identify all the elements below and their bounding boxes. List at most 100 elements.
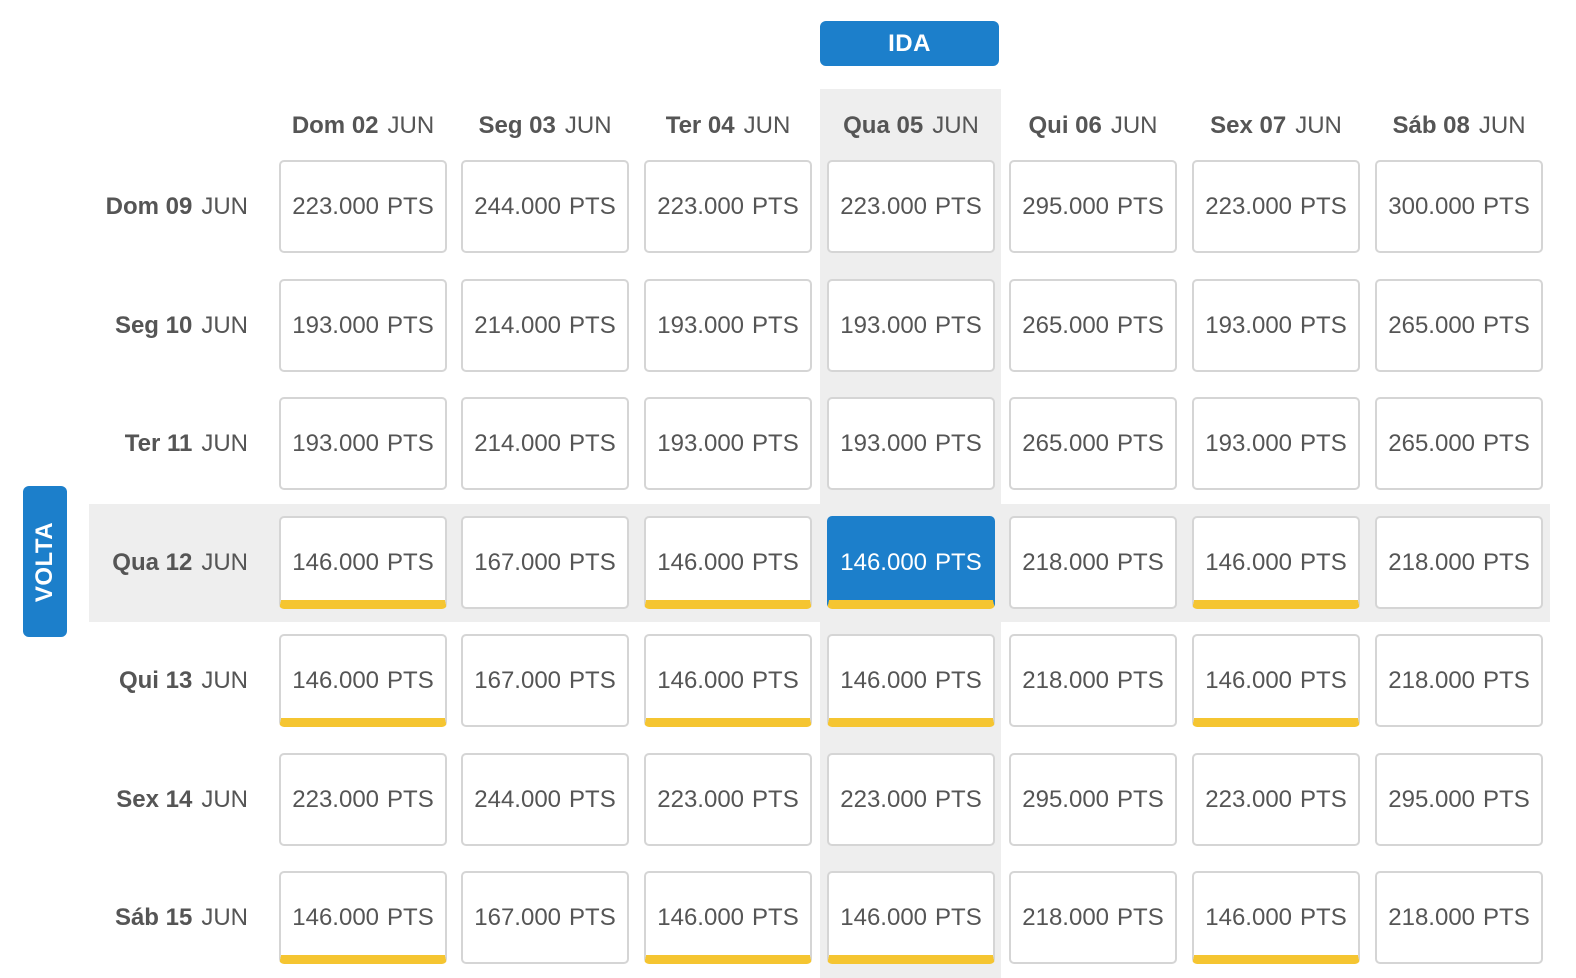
price-value: 146.000 [840, 903, 928, 931]
price-cell[interactable]: 214.000 PTS [461, 397, 629, 490]
price-unit: PTS [569, 548, 616, 576]
price-unit: PTS [752, 429, 799, 457]
price-cell[interactable]: 223.000 PTS [1192, 160, 1360, 253]
outbound-label: IDA [820, 21, 999, 66]
outbound-date-header: Ter 04 JUN [637, 112, 819, 144]
price-value: 223.000 [292, 785, 380, 813]
return-label-text: VOLTA [31, 521, 58, 602]
outbound-date-month: JUN [387, 112, 435, 139]
price-cell[interactable]: 167.000 PTS [461, 634, 629, 727]
price-value: 265.000 [1022, 429, 1110, 457]
price-unit: PTS [935, 903, 982, 931]
price-cell[interactable]: 193.000 PTS [644, 397, 812, 490]
price-cell[interactable]: 295.000 PTS [1009, 160, 1177, 253]
price-cell[interactable]: 218.000 PTS [1375, 871, 1543, 964]
price-unit: PTS [935, 192, 982, 220]
price-cell[interactable]: 244.000 PTS [461, 753, 629, 846]
outbound-date-month: JUN [743, 112, 791, 139]
price-value: 146.000 [1205, 903, 1293, 931]
price-cell[interactable]: 223.000 PTS [1192, 753, 1360, 846]
price-cell[interactable]: 218.000 PTS [1375, 516, 1543, 609]
price-cell[interactable]: 218.000 PTS [1009, 634, 1177, 727]
price-cell[interactable]: 146.000 PTS [1192, 634, 1360, 727]
price-value: 265.000 [1388, 429, 1476, 457]
price-unit: PTS [752, 903, 799, 931]
price-cell[interactable]: 218.000 PTS [1009, 871, 1177, 964]
price-unit: PTS [569, 666, 616, 694]
price-cell[interactable]: 193.000 PTS [279, 279, 447, 372]
price-cell[interactable]: 146.000 PTS [1192, 871, 1360, 964]
price-cell[interactable]: 223.000 PTS [644, 753, 812, 846]
price-cell[interactable]: 265.000 PTS [1009, 397, 1177, 490]
price-unit: PTS [1300, 666, 1347, 694]
price-value: 295.000 [1388, 785, 1476, 813]
price-value: 167.000 [474, 548, 562, 576]
price-cell[interactable]: 167.000 PTS [461, 871, 629, 964]
price-cell[interactable]: 146.000 PTS [644, 634, 812, 727]
price-cell[interactable]: 265.000 PTS [1375, 397, 1543, 490]
price-cell[interactable]: 193.000 PTS [1192, 397, 1360, 490]
outbound-date-day: Seg 03 [478, 112, 556, 139]
price-cell[interactable]: 218.000 PTS [1009, 516, 1177, 609]
price-cell[interactable]: 300.000 PTS [1375, 160, 1543, 253]
price-value: 265.000 [1022, 311, 1110, 339]
price-cell[interactable]: 244.000 PTS [461, 160, 629, 253]
price-unit: PTS [752, 785, 799, 813]
price-cell[interactable]: 295.000 PTS [1375, 753, 1543, 846]
return-date-month: JUN [201, 549, 248, 576]
outbound-date-header: Seg 03 JUN [454, 112, 636, 144]
price-cell[interactable]: 146.000 PTS [827, 871, 995, 964]
return-date-month: JUN [201, 667, 248, 694]
price-cell[interactable]: 146.000 PTS [827, 516, 995, 609]
return-date-month: JUN [201, 904, 248, 931]
price-unit: PTS [1483, 429, 1530, 457]
outbound-date-day: Ter 04 [665, 112, 735, 139]
return-label: VOLTA [23, 486, 67, 637]
price-value: 223.000 [657, 192, 745, 220]
price-unit: PTS [1117, 666, 1164, 694]
return-date-header: Seg 10 JUN [60, 306, 248, 346]
price-cell[interactable]: 223.000 PTS [827, 160, 995, 253]
price-cell[interactable]: 218.000 PTS [1375, 634, 1543, 727]
price-cell[interactable]: 146.000 PTS [279, 634, 447, 727]
price-cell[interactable]: 223.000 PTS [827, 753, 995, 846]
price-value: 295.000 [1022, 785, 1110, 813]
price-cell[interactable]: 146.000 PTS [644, 516, 812, 609]
price-cell[interactable]: 167.000 PTS [461, 516, 629, 609]
price-unit: PTS [752, 548, 799, 576]
price-value: 265.000 [1388, 311, 1476, 339]
price-unit: PTS [1117, 311, 1164, 339]
price-unit: PTS [1483, 548, 1530, 576]
price-cell[interactable]: 223.000 PTS [279, 753, 447, 846]
price-cell[interactable]: 146.000 PTS [279, 871, 447, 964]
price-cell[interactable]: 193.000 PTS [1192, 279, 1360, 372]
outbound-date-day: Dom 02 [291, 112, 379, 139]
price-unit: PTS [1117, 785, 1164, 813]
price-cell[interactable]: 265.000 PTS [1375, 279, 1543, 372]
price-cell[interactable]: 146.000 PTS [827, 634, 995, 727]
price-cell[interactable]: 214.000 PTS [461, 279, 629, 372]
price-unit: PTS [752, 666, 799, 694]
price-cell[interactable]: 193.000 PTS [644, 279, 812, 372]
price-cell[interactable]: 146.000 PTS [644, 871, 812, 964]
price-cell[interactable]: 295.000 PTS [1009, 753, 1177, 846]
outbound-date-month: JUN [1110, 112, 1158, 139]
price-cell[interactable]: 223.000 PTS [644, 160, 812, 253]
price-value: 146.000 [1205, 666, 1293, 694]
price-cell[interactable]: 146.000 PTS [279, 516, 447, 609]
outbound-date-header: Qui 06 JUN [1002, 112, 1184, 144]
price-cell[interactable]: 193.000 PTS [279, 397, 447, 490]
price-value: 223.000 [1205, 192, 1293, 220]
price-unit: PTS [1483, 903, 1530, 931]
return-date-day: Qua 12 [112, 549, 193, 576]
price-unit: PTS [1300, 429, 1347, 457]
price-cell[interactable]: 223.000 PTS [279, 160, 447, 253]
price-unit: PTS [387, 785, 434, 813]
price-cell[interactable]: 193.000 PTS [827, 279, 995, 372]
price-cell[interactable]: 193.000 PTS [827, 397, 995, 490]
price-cell[interactable]: 265.000 PTS [1009, 279, 1177, 372]
price-cell[interactable]: 146.000 PTS [1192, 516, 1360, 609]
price-value: 223.000 [657, 785, 745, 813]
price-unit: PTS [935, 666, 982, 694]
price-value: 295.000 [1022, 192, 1110, 220]
